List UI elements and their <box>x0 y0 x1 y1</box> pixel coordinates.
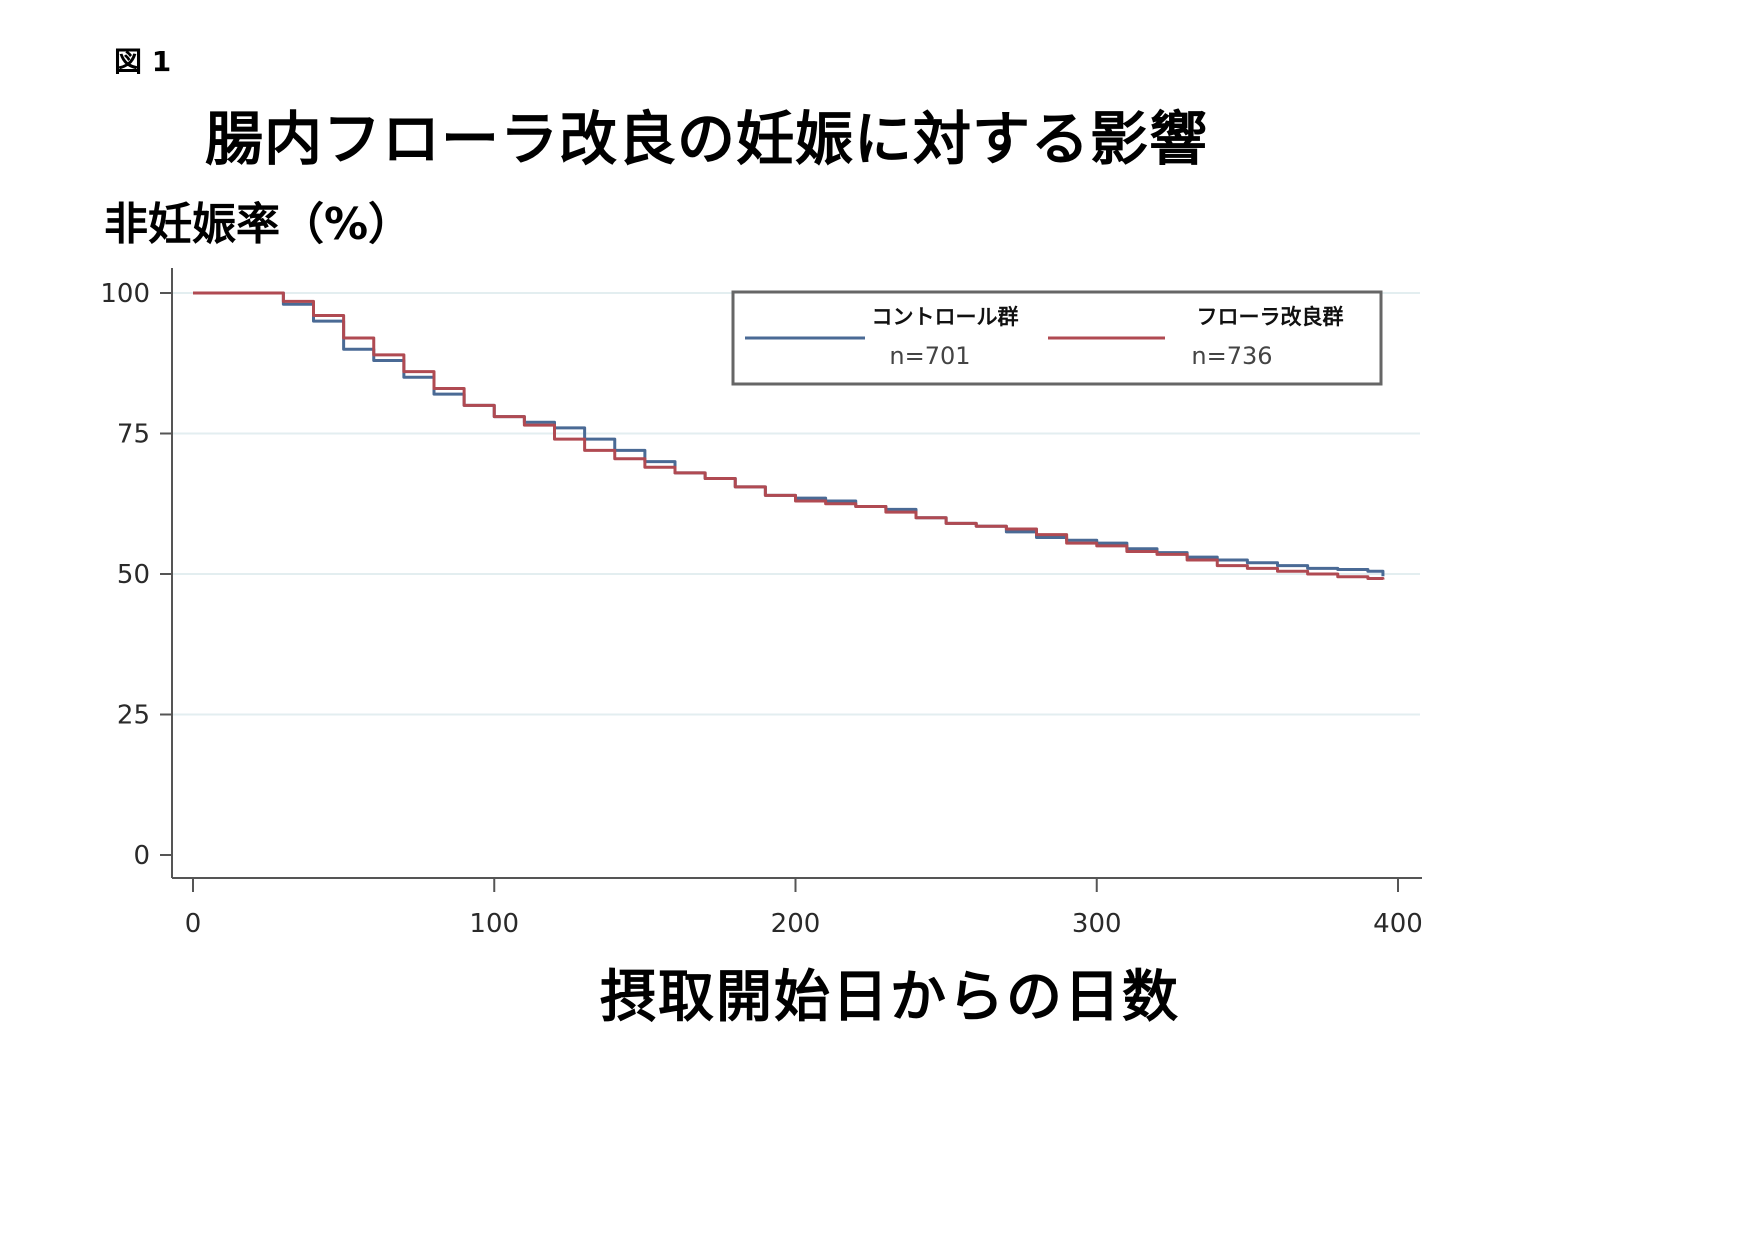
axes: 0 25 50 75 100 0 100 200 300 400 <box>100 268 1423 939</box>
chart-title: 腸内フローラ改良の妊娠に対する影響 <box>205 105 1209 173</box>
x-tick-label-300: 300 <box>1072 909 1122 939</box>
x-tick-label-100: 100 <box>469 909 519 939</box>
legend-label-0: コントロール群 <box>872 305 1019 329</box>
series-line-1 <box>193 291 1385 580</box>
legend-n-0: n=701 <box>889 342 970 370</box>
y-axis-label: 非妊娠率（%） <box>104 199 413 250</box>
legend: コントロール群 n=701 フローラ改良群 n=736 <box>731 290 1383 386</box>
series-lines <box>193 291 1385 580</box>
y-tick-label-75: 75 <box>117 420 150 450</box>
y-tick-label-0: 0 <box>133 841 150 871</box>
x-tick-label-0: 0 <box>185 909 202 939</box>
x-tick-label-200: 200 <box>771 909 821 939</box>
x-tick-label-400: 400 <box>1373 909 1423 939</box>
x-axis-label: 摂取開始日からの日数 <box>600 965 1180 1030</box>
y-tick-label-100: 100 <box>100 279 150 309</box>
figure-label: 図 1 <box>114 45 172 78</box>
survival-chart: 0 25 50 75 100 0 100 200 300 400 コントロール群 n=701 フローラ… <box>100 268 1423 939</box>
y-tick-label-50: 50 <box>117 560 150 590</box>
legend-n-1: n=736 <box>1191 342 1272 370</box>
y-tick-label-25: 25 <box>117 701 150 731</box>
legend-label-1: フローラ改良群 <box>1197 305 1344 329</box>
